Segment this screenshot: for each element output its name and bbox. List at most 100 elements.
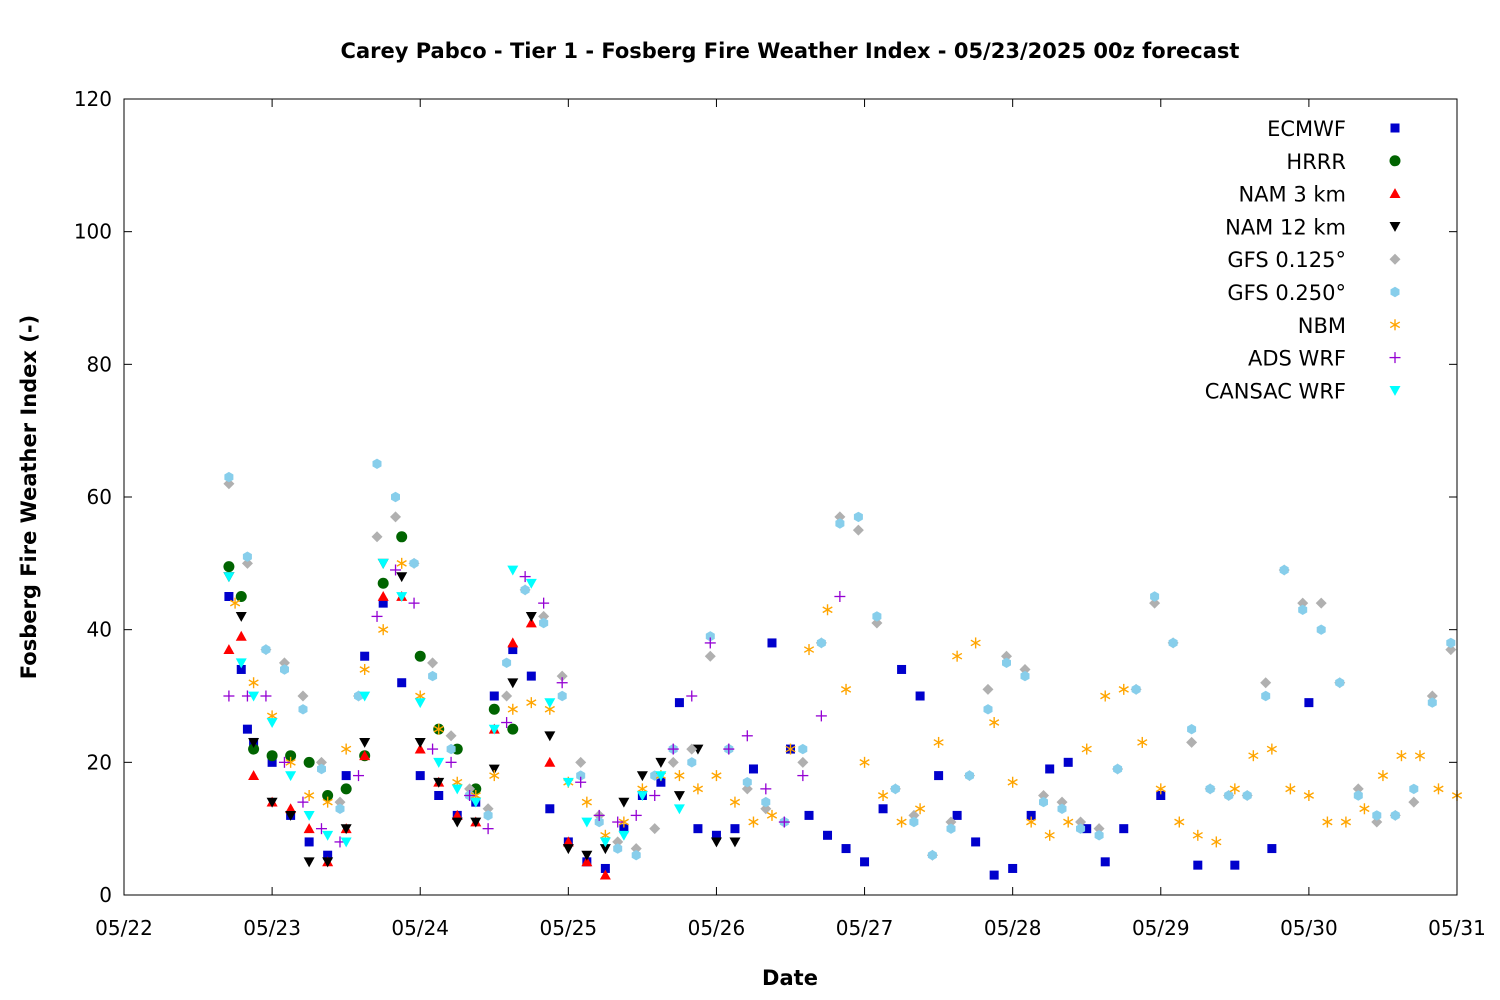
data-point — [1118, 683, 1129, 695]
data-point — [519, 571, 531, 583]
data-point-arm — [711, 772, 722, 779]
data-point — [315, 756, 327, 768]
data-point — [1063, 757, 1073, 767]
data-point — [1359, 803, 1370, 815]
data-point — [1303, 790, 1315, 801]
data-point — [612, 816, 624, 828]
data-point-arm — [396, 559, 407, 567]
data-point — [378, 598, 388, 608]
x-axis-title: Date — [762, 966, 818, 990]
data-point-arm — [1174, 818, 1185, 826]
data-point-arm — [1118, 686, 1129, 693]
data-point — [1230, 860, 1240, 870]
data-point-arm — [266, 712, 278, 720]
data-point — [1094, 830, 1104, 841]
data-point — [1007, 776, 1018, 788]
data-point — [396, 572, 408, 583]
series-ads-wrf — [223, 564, 846, 848]
data-point-arm — [1303, 792, 1315, 799]
data-point — [242, 551, 252, 562]
data-point-arm — [1396, 752, 1407, 760]
data-point — [742, 777, 752, 788]
data-point — [359, 738, 371, 748]
data-point — [1063, 816, 1074, 828]
plot-frame — [123, 98, 1458, 896]
data-point — [390, 564, 402, 576]
data-point — [538, 597, 550, 609]
data-point — [686, 690, 698, 702]
data-point — [414, 650, 426, 662]
data-point — [896, 816, 907, 828]
data-point — [470, 797, 482, 808]
data-point — [1113, 763, 1123, 775]
data-point — [710, 837, 722, 848]
data-point — [1193, 860, 1203, 870]
data-point — [427, 743, 439, 755]
data-point-arm — [1266, 745, 1277, 753]
data-point-arm — [1340, 818, 1352, 826]
data-point — [971, 837, 981, 847]
data-point — [649, 790, 661, 801]
data-point-arm — [359, 666, 370, 673]
data-point — [340, 837, 352, 848]
data-point — [433, 777, 445, 788]
data-point — [766, 809, 778, 821]
data-point — [581, 856, 593, 867]
data-point — [1445, 644, 1457, 656]
data-point — [396, 592, 408, 602]
data-point-arm — [933, 739, 944, 746]
data-point — [1205, 783, 1215, 795]
data-point — [525, 612, 537, 622]
data-point — [446, 743, 456, 755]
data-point — [545, 804, 555, 814]
y-tick-label: 0 — [99, 883, 112, 907]
data-point-arm — [674, 772, 685, 779]
data-point — [248, 691, 260, 702]
data-point — [1008, 863, 1018, 873]
data-point — [390, 511, 402, 523]
data-point-arm — [1285, 785, 1296, 793]
data-point — [1409, 783, 1419, 795]
data-point — [1186, 736, 1198, 748]
data-point — [1019, 663, 1031, 675]
data-point — [409, 558, 419, 569]
data-point — [1100, 857, 1110, 867]
data-point — [408, 597, 420, 609]
data-point — [451, 809, 463, 820]
data-point — [618, 816, 629, 828]
data-point — [340, 783, 352, 795]
data-point — [815, 710, 827, 722]
data-point — [797, 770, 809, 782]
data-point — [470, 817, 482, 828]
data-point — [804, 810, 814, 820]
data-point — [322, 796, 333, 808]
series-nbm — [229, 557, 1463, 848]
data-point — [520, 584, 530, 596]
data-point — [341, 771, 351, 781]
data-point — [502, 657, 512, 668]
data-point — [878, 804, 888, 814]
data-point — [914, 803, 926, 815]
data-point-arm — [600, 831, 611, 839]
data-point — [1414, 750, 1426, 762]
data-point — [1352, 783, 1364, 795]
data-point — [704, 650, 716, 662]
data-point — [748, 816, 759, 828]
data-point — [618, 830, 630, 841]
data-point — [1211, 836, 1222, 848]
data-point-arm — [285, 758, 296, 766]
data-point — [507, 678, 519, 689]
data-point — [266, 718, 278, 729]
data-point — [636, 771, 648, 782]
data-point-arm — [470, 792, 481, 799]
data-point — [730, 824, 740, 834]
data-point-arm — [1007, 778, 1018, 786]
data-point — [1261, 690, 1271, 702]
x-tick-label: 05/26 — [688, 916, 746, 940]
data-point — [1039, 796, 1048, 808]
y-tick-label: 80 — [87, 352, 112, 376]
data-point — [1433, 783, 1444, 795]
data-point — [674, 698, 684, 708]
